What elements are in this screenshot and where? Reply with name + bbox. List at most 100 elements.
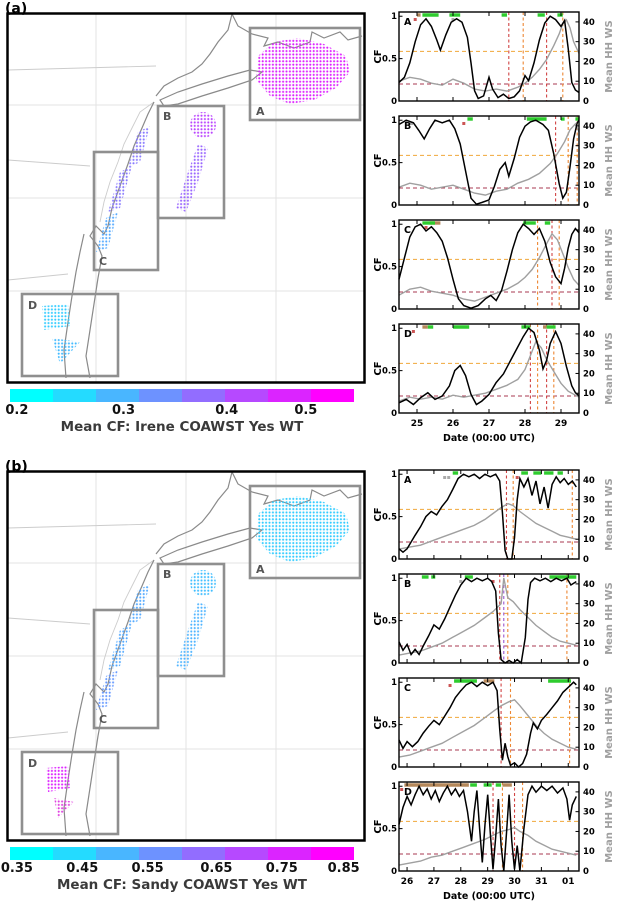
windfarm-cluster-a-C3 — [96, 212, 118, 252]
windfarm-cluster-a-C1 — [128, 126, 150, 168]
event-mark — [410, 122, 414, 125]
ytick-right-label: 30 — [583, 704, 595, 714]
panel-a-label: (a) — [5, 1, 28, 17]
ytick-right-label: 0 — [583, 201, 589, 210]
map-frame — [6, 470, 366, 842]
event-mark — [424, 226, 428, 229]
ws-line — [398, 826, 577, 866]
ytick-right-label: 30 — [583, 38, 595, 48]
region-label-b-C: C — [99, 713, 107, 726]
ytick-right-label: 10 — [583, 535, 595, 545]
ytick-right-label: 40 — [583, 122, 595, 132]
event-mark — [413, 18, 417, 21]
ytick-right-label: 20 — [583, 369, 595, 379]
ytick-right-label: 20 — [583, 723, 595, 733]
y-axis-label-cf: CF — [374, 819, 384, 833]
ytick-label: 0 — [391, 409, 397, 419]
event-mark — [462, 122, 466, 125]
y-axis-label-cf: CF — [374, 507, 384, 521]
windfarm-cluster-b-A — [256, 496, 350, 562]
ytick-right-label: 10 — [583, 847, 595, 857]
ytick-label: 0 — [391, 97, 397, 106]
ytick-right-label: 0 — [583, 763, 589, 772]
y-axis-label-ws: Mean HH WS — [604, 686, 615, 759]
windfarm-cluster-a-C2 — [108, 166, 132, 212]
panel-b: (b) — [0, 458, 619, 916]
colorbar-tick: 0.75 — [265, 861, 298, 876]
y-axis-label-ws: Mean HH WS — [604, 228, 615, 301]
cf-line — [398, 15, 580, 100]
timeseries-column-a: 0 0.5 1 0 10 20 30 40 A CF Mean HH WS 0 0.5 1 0 10 20 30… — [372, 0, 619, 458]
event-mark — [400, 788, 404, 791]
ytick-label: 1 — [391, 678, 397, 688]
x-axis-label: Date (00:00 UTC) — [443, 891, 535, 902]
colorbar-wrap-a: 0.2 0.3 0.4 0.5 Mean CF: Irene COAWST Yes W… — [5, 389, 354, 435]
y-axis-label-ws: Mean HH WS — [604, 582, 615, 655]
region-box-a-D — [20, 292, 120, 378]
panel-a: (a) — [5, 0, 619, 458]
y-axis-label-cf: CF — [374, 49, 384, 63]
ytick-right-label: 20 — [583, 515, 595, 525]
ytick-right-label: 10 — [583, 639, 595, 649]
plot-frame — [398, 677, 580, 768]
cf-line — [398, 577, 577, 665]
state-borders — [7, 65, 157, 281]
cf-line — [398, 784, 577, 872]
windfarm-cluster-a-D2 — [52, 338, 80, 364]
ytick-right-label: 40 — [583, 18, 595, 28]
ws-line — [398, 122, 580, 196]
ws-line — [398, 577, 577, 656]
ytick-label: 0 — [391, 867, 397, 877]
event-mark — [411, 330, 415, 333]
ytick-label: 1 — [391, 324, 397, 334]
subplot-letter: A — [404, 17, 412, 28]
ytick-label: 1 — [391, 782, 397, 792]
windfarm-cluster-b-B1 — [190, 570, 216, 596]
ytick-right-label: 40 — [583, 580, 595, 590]
windfarm-cluster-b-D2 — [54, 798, 74, 818]
y-axis-label-ws: Mean HH WS — [604, 124, 615, 197]
ytick-label: 0 — [391, 305, 397, 314]
colorbar-b — [10, 847, 354, 860]
region-label-b-A: A — [256, 563, 265, 576]
ytick-label: 0.5 — [382, 617, 397, 627]
region-label-a-C: C — [99, 255, 107, 268]
colorbar-ticks-a: 0.2 0.3 0.4 0.5 — [5, 402, 354, 418]
subplot-letter: A — [404, 475, 412, 486]
ytick-label: 0.5 — [382, 55, 397, 65]
region-box-b-A — [248, 484, 362, 580]
ytick-right-label: 0 — [583, 305, 589, 314]
colorbar-tick: 0.85 — [327, 861, 360, 876]
y-axis-label-cf: CF — [374, 611, 384, 625]
ytick-label: 0.5 — [382, 159, 397, 169]
plot-frame — [398, 469, 580, 560]
ytick-label: 1 — [391, 470, 397, 480]
ws-line — [398, 18, 580, 92]
region-box-a-A — [248, 26, 362, 122]
colorbar-a — [10, 389, 354, 402]
ws-line — [398, 232, 580, 302]
ytick-right-label: 40 — [583, 684, 595, 694]
colorbar-tick: 0.35 — [0, 861, 33, 876]
x-axis-label: Date (00:00 UTC) — [443, 433, 535, 444]
ytick-right-label: 30 — [583, 600, 595, 610]
event-mark — [447, 476, 451, 479]
colorbar-tick: 0.55 — [131, 861, 164, 876]
ytick-right-label: 10 — [583, 181, 595, 191]
panel-b-label: (b) — [5, 459, 28, 475]
ytick-label: 0.5 — [382, 513, 397, 523]
ytick-label: 1 — [391, 116, 397, 126]
ytick-right-label: 30 — [583, 808, 595, 818]
ytick-label: 0.5 — [382, 263, 397, 273]
xtick-label: 29 — [555, 419, 568, 429]
xtick-label: 26 — [401, 877, 414, 887]
region-label-a-D: D — [28, 299, 37, 312]
ytick-right-label: 20 — [583, 827, 595, 837]
xtick-label: 28 — [455, 877, 468, 887]
windfarm-cluster-b-C2 — [108, 624, 132, 670]
ytick-right-label: 40 — [583, 476, 595, 486]
